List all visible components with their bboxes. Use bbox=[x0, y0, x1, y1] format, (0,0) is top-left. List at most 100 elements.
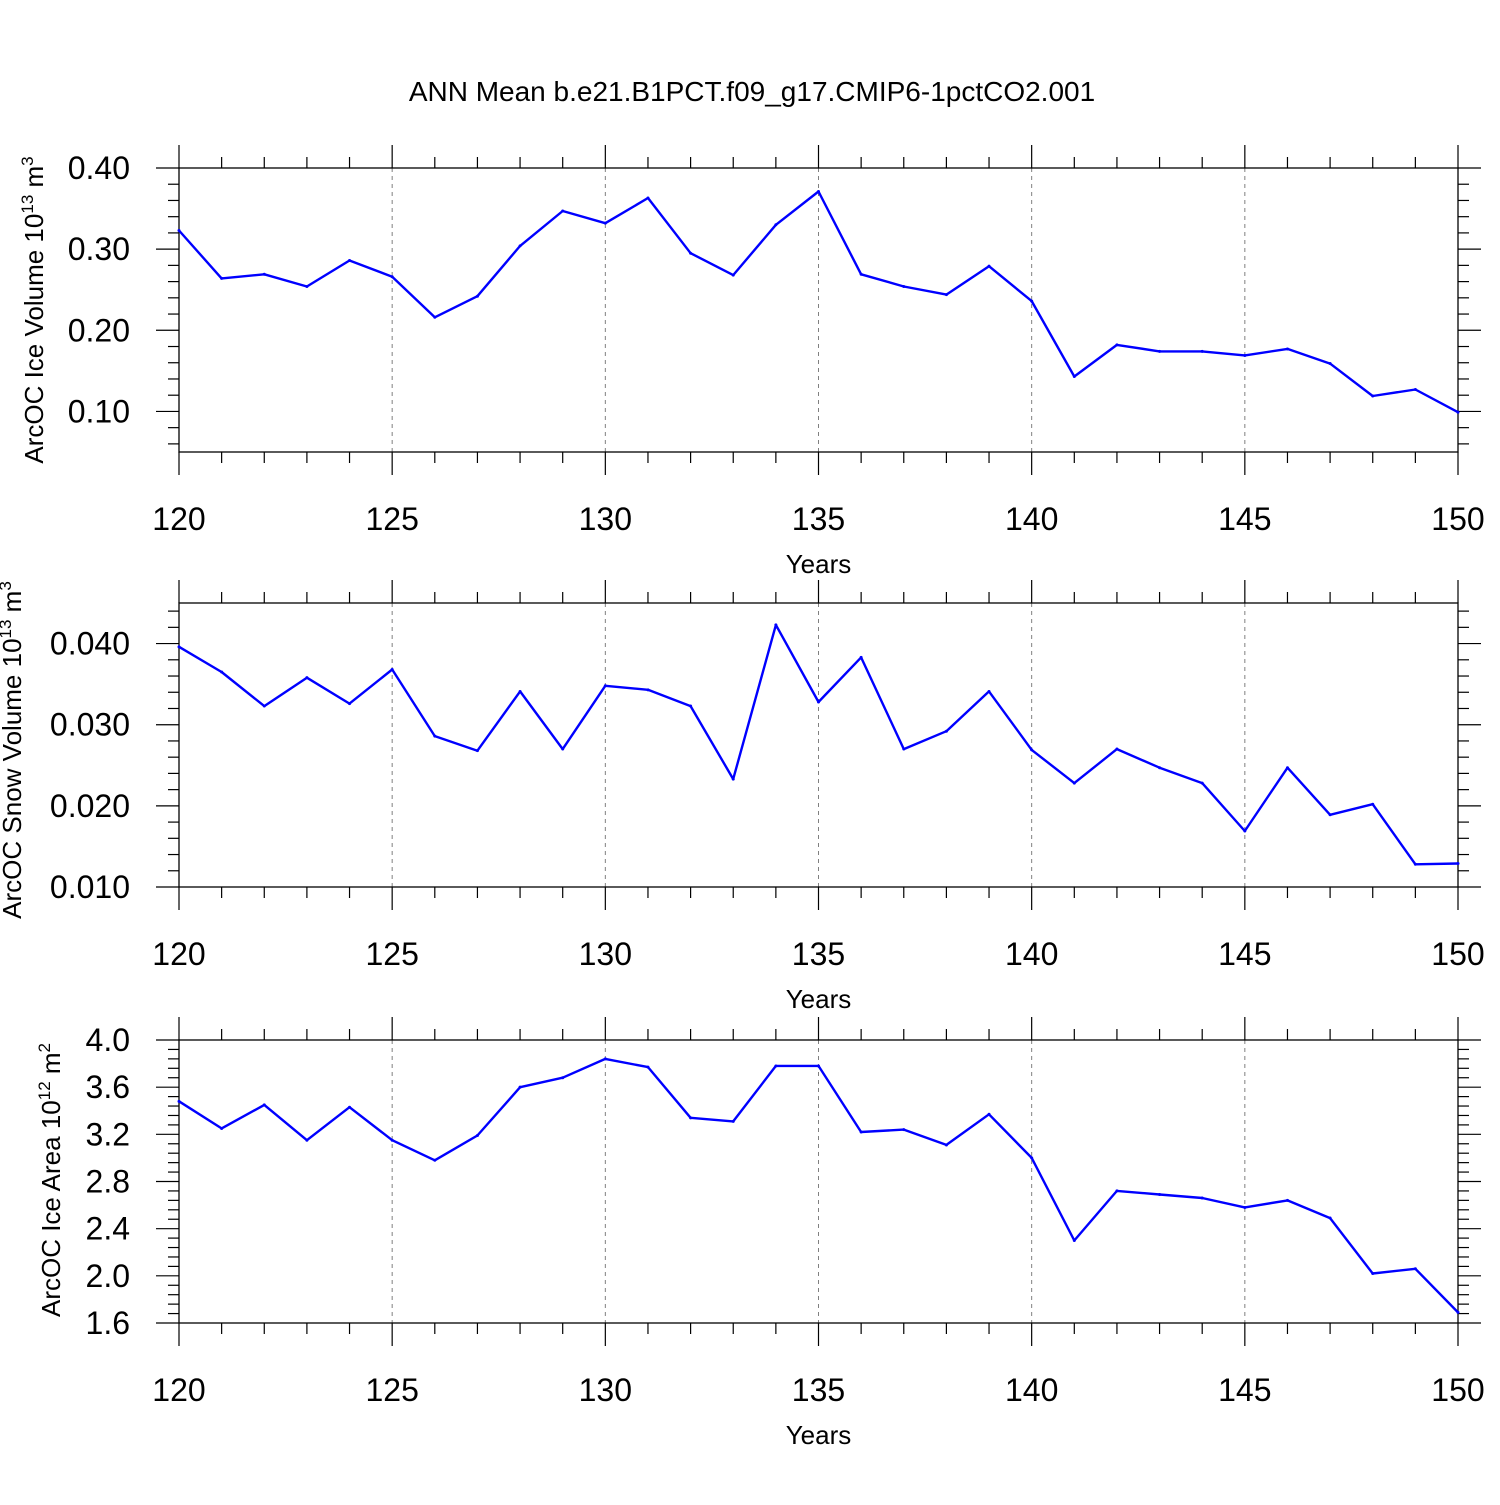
data-point bbox=[944, 1143, 948, 1147]
x-tick-label: 140 bbox=[1005, 501, 1058, 537]
y-tick-label: 0.020 bbox=[50, 788, 130, 824]
y-tick-label: 2.0 bbox=[86, 1258, 130, 1294]
data-point bbox=[646, 196, 650, 200]
x-tick-label: 125 bbox=[365, 936, 418, 972]
data-point bbox=[1328, 1216, 1332, 1220]
data-point bbox=[1115, 343, 1119, 347]
data-point bbox=[731, 777, 735, 781]
data-point bbox=[1030, 1156, 1034, 1160]
x-tick-label: 135 bbox=[792, 501, 845, 537]
data-point bbox=[859, 272, 863, 276]
data-point bbox=[177, 228, 181, 232]
data-point bbox=[390, 668, 394, 672]
data-point bbox=[1243, 1205, 1247, 1209]
data-point bbox=[1413, 862, 1417, 866]
data-point bbox=[390, 1138, 394, 1142]
y-tick-label: 0.10 bbox=[68, 393, 130, 429]
data-point bbox=[518, 244, 522, 248]
y-tick-label: 2.4 bbox=[86, 1211, 130, 1247]
data-point bbox=[987, 264, 991, 268]
data-point bbox=[1072, 781, 1076, 785]
data-point bbox=[859, 1130, 863, 1134]
data-point bbox=[220, 1126, 224, 1130]
data-point bbox=[689, 251, 693, 255]
y-tick-label: 2.8 bbox=[86, 1164, 130, 1200]
chart-title: ANN Mean b.e21.B1PCT.f09_g17.CMIP6-1pctC… bbox=[409, 76, 1095, 107]
data-point bbox=[774, 1064, 778, 1068]
data-point bbox=[561, 209, 565, 213]
data-point bbox=[433, 734, 437, 738]
data-point bbox=[1158, 1192, 1162, 1196]
panel-1: 120 125 130 135 140 145 150 0.10 0.20 0.30 0.40 Yea… bbox=[18, 145, 1485, 579]
y-tick-label: 0.010 bbox=[50, 869, 130, 905]
data-point bbox=[902, 1128, 906, 1132]
data-point bbox=[902, 284, 906, 288]
data-point bbox=[262, 704, 266, 708]
x-tick-label: 130 bbox=[579, 936, 632, 972]
data-point bbox=[262, 272, 266, 276]
y-tick-label: 0.030 bbox=[50, 707, 130, 743]
data-point bbox=[561, 747, 565, 751]
data-point bbox=[1200, 1196, 1204, 1200]
data-point bbox=[859, 655, 863, 659]
x-tick-label: 150 bbox=[1431, 936, 1484, 972]
y-tick-label: 0.40 bbox=[68, 150, 130, 186]
y-axis-label: ArcOC Ice Area 1012 m2 bbox=[35, 1043, 66, 1317]
data-point bbox=[603, 684, 607, 688]
data-point bbox=[305, 284, 309, 288]
data-point bbox=[646, 688, 650, 692]
data-point bbox=[348, 1105, 352, 1109]
data-point bbox=[1371, 802, 1375, 806]
x-tick-label: 125 bbox=[365, 1372, 418, 1408]
x-tick-label: 140 bbox=[1005, 1372, 1058, 1408]
data-point bbox=[731, 273, 735, 277]
data-point bbox=[177, 1099, 181, 1103]
y-tick-label: 0.30 bbox=[68, 231, 130, 267]
data-point bbox=[817, 1064, 820, 1068]
y-tick-label: 3.6 bbox=[86, 1069, 130, 1105]
data-point bbox=[475, 1134, 479, 1138]
data-point bbox=[817, 700, 820, 704]
x-tick-label: 120 bbox=[152, 936, 205, 972]
x-tick-label: 135 bbox=[792, 936, 845, 972]
data-point bbox=[348, 702, 352, 706]
data-point bbox=[1115, 747, 1119, 751]
x-tick-label: 145 bbox=[1218, 936, 1271, 972]
x-tick-label: 140 bbox=[1005, 936, 1058, 972]
data-point bbox=[177, 645, 181, 649]
data-point bbox=[1328, 813, 1332, 817]
data-point bbox=[518, 689, 522, 693]
y-tick-label: 3.2 bbox=[86, 1116, 130, 1152]
x-axis-label: Years bbox=[786, 1420, 852, 1450]
x-tick-label: 125 bbox=[365, 501, 418, 537]
x-tick-label: 145 bbox=[1218, 1372, 1271, 1408]
data-point bbox=[987, 689, 991, 693]
x-tick-label: 130 bbox=[579, 1372, 632, 1408]
x-axis-label: Years bbox=[786, 549, 852, 579]
data-point bbox=[1328, 362, 1332, 366]
data-point bbox=[1285, 1198, 1289, 1202]
data-point bbox=[433, 1158, 437, 1162]
data-point bbox=[1243, 829, 1247, 833]
data-point bbox=[1371, 1271, 1375, 1275]
data-point bbox=[944, 293, 948, 297]
data-point bbox=[305, 1138, 309, 1142]
data-point bbox=[1158, 349, 1162, 353]
data-point bbox=[689, 1116, 693, 1120]
data-point bbox=[1285, 766, 1289, 770]
data-point bbox=[774, 223, 778, 227]
x-axis-label: Years bbox=[786, 984, 852, 1014]
data-point bbox=[1456, 1310, 1460, 1314]
data-point bbox=[561, 1076, 565, 1080]
data-point bbox=[1072, 1238, 1076, 1242]
y-axis-label: ArcOC Snow Volume 1013 m3 bbox=[0, 581, 27, 919]
panel-3: 120 125 130 135 140 145 150 1.6 2.0 2.4 2.8 3.2 3.6 4… bbox=[35, 1017, 1485, 1450]
data-point bbox=[1413, 1267, 1417, 1271]
x-tick-label: 150 bbox=[1431, 501, 1484, 537]
data-point bbox=[433, 315, 437, 319]
data-point bbox=[390, 275, 394, 279]
data-point bbox=[475, 294, 479, 298]
data-point bbox=[1243, 353, 1247, 357]
data-point bbox=[262, 1103, 266, 1107]
